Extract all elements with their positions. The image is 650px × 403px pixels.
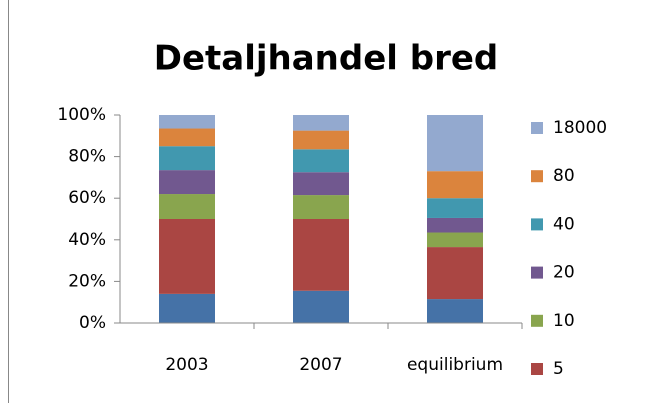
bar-segment	[427, 198, 483, 218]
legend-label: 18000	[553, 118, 607, 138]
legend-swatch	[531, 170, 543, 183]
y-tick-label: 60%	[68, 188, 106, 208]
bar-segment	[159, 170, 215, 195]
bar-segment	[159, 128, 215, 147]
bar-segment	[427, 115, 483, 172]
chart-title: Detaljhandel bred	[154, 39, 499, 79]
bar-segment	[427, 247, 483, 300]
bar-segment	[427, 232, 483, 248]
x-tick-label: 2003	[165, 355, 208, 375]
legend-label: 80	[553, 166, 575, 186]
y-tick-label: 100%	[57, 105, 106, 125]
legend-label: 20	[553, 263, 575, 283]
y-tick-label: 80%	[68, 147, 106, 167]
legend-swatch	[531, 314, 543, 327]
bar-segment	[293, 130, 349, 150]
legend-label: 5	[553, 359, 564, 379]
bar-segment	[427, 299, 483, 323]
legend-swatch	[531, 122, 543, 134]
y-tick-label: 40%	[68, 230, 106, 250]
bar-segment	[293, 219, 349, 291]
bar-segment	[427, 171, 483, 199]
x-tick-label: 2007	[299, 355, 342, 375]
bar-segment	[159, 115, 215, 129]
legend-swatch	[531, 266, 543, 279]
legend-swatch	[531, 363, 543, 375]
legend-swatch	[531, 218, 543, 231]
bar-segment	[293, 172, 349, 196]
y-tick-label: 20%	[68, 271, 106, 291]
bar-segment	[159, 293, 215, 323]
legend-label: 40	[553, 214, 575, 234]
bar-segment	[159, 194, 215, 219]
x-tick-label: equilibrium	[407, 355, 503, 375]
bar-segment	[159, 219, 215, 294]
bar-segment	[159, 146, 215, 171]
y-tick-label: 0%	[79, 313, 106, 333]
bar-segment	[427, 217, 483, 233]
bar-segment	[293, 195, 349, 219]
bar-segment	[293, 115, 349, 131]
bar-segment	[293, 290, 349, 323]
legend-label: 10	[553, 311, 575, 331]
bar-segment	[293, 149, 349, 173]
